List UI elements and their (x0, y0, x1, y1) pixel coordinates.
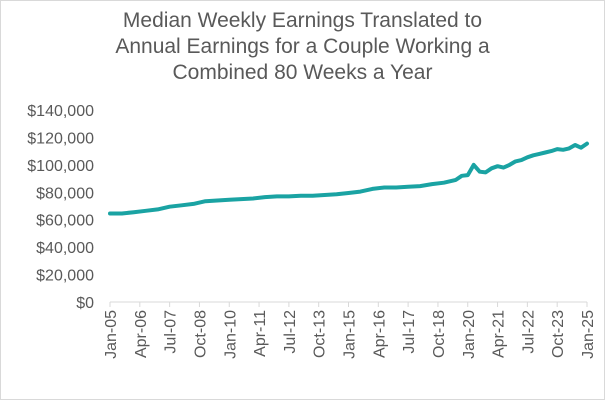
x-tick-label: Oct-18 (431, 310, 448, 358)
x-tick-label: Jan-25 (580, 310, 597, 359)
y-tick-label: $140,000 (27, 103, 94, 120)
x-tick-label: Jul-07 (163, 310, 180, 354)
y-tick-label: $40,000 (36, 240, 94, 257)
x-axis-ticks: Jan-05 Apr-06 Jul-07 Oct-08 Jan-10 Apr-11 Jul-… (103, 302, 597, 359)
x-tick-label: Oct-13 (312, 310, 329, 358)
y-tick-label: $120,000 (27, 130, 94, 147)
y-tick-label: $60,000 (36, 213, 94, 230)
y-tick-label: $20,000 (36, 268, 94, 285)
earnings-series-line (108, 141, 589, 216)
x-tick-label: Jul-22 (520, 310, 537, 354)
y-tick-label: $100,000 (27, 158, 94, 175)
x-tick-label: Apr-11 (252, 310, 269, 357)
y-tick-label: $80,000 (36, 185, 94, 202)
x-tick-label: Jan-10 (222, 310, 239, 359)
x-tick-label: Oct-23 (550, 310, 567, 358)
x-tick-label: Jan-20 (461, 310, 478, 359)
y-tick-label: $0 (76, 295, 94, 312)
chart-title: Median Weekly Earnings Translated to Ann… (0, 8, 605, 86)
x-tick-label: Oct-08 (192, 310, 209, 358)
chart-title-line-3: Combined 80 Weeks a Year (172, 61, 433, 84)
x-tick-label: Jul-12 (282, 310, 299, 354)
x-tick-label: Apr-16 (371, 310, 388, 358)
x-tick-label: Jan-15 (342, 310, 359, 359)
x-tick-label: Jan-05 (103, 310, 120, 359)
x-tick-label: Apr-06 (133, 310, 150, 358)
x-tick-label: Jul-17 (401, 310, 418, 354)
chart-title-line-2: Annual Earnings for a Couple Working a (115, 35, 490, 58)
x-tick-label: Apr-21 (491, 310, 508, 358)
chart-title-line-1: Median Weekly Earnings Translated to (122, 9, 483, 32)
y-axis-ticks: $0 $20,000 $40,000 $60,000 $80,000 $100,000 $1… (27, 103, 94, 312)
